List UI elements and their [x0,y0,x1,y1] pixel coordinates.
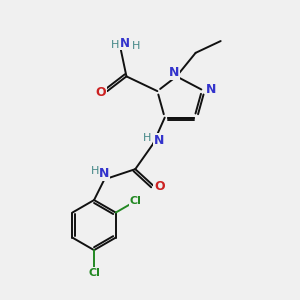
Text: O: O [154,180,165,193]
Text: Cl: Cl [88,268,100,278]
Text: N: N [99,167,110,180]
Text: N: N [169,66,179,80]
Text: H: H [143,133,151,143]
Text: N: N [154,134,164,147]
Text: N: N [206,83,216,96]
Text: H: H [111,40,119,50]
Text: H: H [91,166,99,176]
Text: H: H [132,41,140,51]
Text: N: N [120,37,130,50]
Text: O: O [95,86,106,99]
Text: Cl: Cl [130,196,142,206]
